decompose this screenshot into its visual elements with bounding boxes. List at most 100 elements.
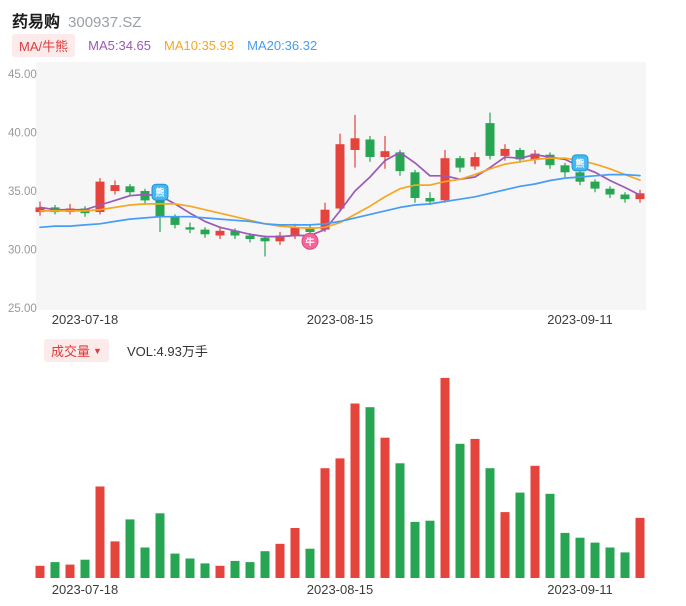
bull-badge-icon <box>301 232 319 250</box>
volume-bar <box>395 463 405 578</box>
candle <box>335 133 345 211</box>
candle-body <box>365 139 375 157</box>
candle <box>530 150 540 165</box>
candle <box>590 179 600 193</box>
candle-body <box>335 144 345 209</box>
candle-body <box>230 230 240 236</box>
volume-bar <box>80 559 90 578</box>
y-axis-label: 40.00 <box>8 128 37 140</box>
volume-bar <box>545 493 555 578</box>
volume-indicator-selector[interactable]: 成交量 ▼ <box>44 339 109 362</box>
candle <box>635 189 645 203</box>
x-axis-label: 2023-09-11 <box>547 312 613 327</box>
volume-bar <box>410 521 420 578</box>
candle-body <box>530 153 540 160</box>
volume-x-axis: 2023-07-18 2023-08-15 2023-09-11 <box>0 582 686 600</box>
candle-body <box>605 188 615 195</box>
volume-bar <box>290 528 300 578</box>
volume-bar <box>155 513 165 578</box>
volume-bar <box>605 547 615 578</box>
volume-bar <box>260 551 270 578</box>
candle <box>290 223 300 239</box>
kline-x-axis: 2023-07-18 2023-08-15 2023-09-11 <box>0 312 686 330</box>
ma10-line <box>39 157 641 230</box>
volume-bar <box>215 565 225 578</box>
candle-body <box>380 151 390 157</box>
candle <box>395 150 405 176</box>
volume-bar <box>320 468 330 578</box>
candle <box>560 162 570 177</box>
bull-glyph: 牛 <box>305 236 314 247</box>
candle-body <box>200 229 210 235</box>
candle-body <box>515 150 525 160</box>
candle-body <box>455 158 465 168</box>
ma20-line <box>39 173 641 229</box>
candle-body <box>155 200 165 217</box>
volume-bar <box>275 543 285 578</box>
candle <box>95 178 105 215</box>
y-axis-label: 25.00 <box>8 303 37 314</box>
volume-header: 成交量 ▼ VOL:4.93万手 <box>44 339 208 362</box>
bear-glyph: 熊 <box>155 187 164 198</box>
volume-bar <box>95 486 105 578</box>
candle <box>125 184 135 196</box>
candle-body <box>560 165 570 173</box>
volume-value: VOL:4.93万手 <box>126 344 208 359</box>
volume-bar <box>50 562 60 578</box>
indicator-bar: MA/牛熊 MA5:34.65 MA10:35.93 MA20:36.32 <box>12 34 317 57</box>
candle-body <box>110 185 120 191</box>
bear-badge-icon <box>151 183 169 201</box>
bear-glyph: 熊 <box>575 157 584 168</box>
y-axis-label: 30.00 <box>8 245 37 257</box>
volume-chart-canvas[interactable] <box>0 362 686 584</box>
candle-body <box>440 158 450 201</box>
candle-body <box>545 154 555 166</box>
volume-indicator-label: 成交量 <box>51 344 91 359</box>
candle <box>605 186 615 198</box>
candle <box>515 147 525 163</box>
candle <box>200 227 210 238</box>
volume-bar <box>230 560 240 578</box>
kline-chart-canvas[interactable]: 45.00 40.00 35.00 30.00 25.00 熊牛 熊 <box>0 56 686 314</box>
ma5-line <box>39 151 641 238</box>
volume-bar <box>470 438 480 578</box>
candle <box>275 231 285 245</box>
candle-body <box>470 157 480 167</box>
volume-bar <box>440 377 450 578</box>
ma5-value: MA5:34.65 <box>88 38 151 53</box>
candle-body <box>95 181 105 212</box>
y-axis-label: 45.00 <box>8 69 37 81</box>
volume-bar <box>110 541 120 578</box>
candle-body <box>395 152 405 172</box>
volume-bar <box>125 519 135 578</box>
volume-bar <box>530 465 540 578</box>
candle-body <box>635 193 645 200</box>
candle-body <box>245 235 255 239</box>
bear-marker: 熊 <box>151 183 169 201</box>
candle-body <box>125 186 135 193</box>
candle-body <box>185 227 195 230</box>
volume-bar <box>305 548 315 578</box>
volume-bar <box>635 517 645 578</box>
candle <box>365 136 375 162</box>
candle <box>350 114 360 168</box>
candle-body <box>290 227 300 236</box>
candle-body <box>35 207 45 213</box>
volume-bar <box>455 443 465 578</box>
candle <box>260 235 270 257</box>
y-axis-label: 35.00 <box>8 186 37 198</box>
candle-body <box>485 123 495 156</box>
volume-bar <box>140 547 150 578</box>
volume-bar <box>620 552 630 578</box>
candle <box>545 152 555 169</box>
candle-body <box>500 148 510 156</box>
x-axis-label: 2023-09-11 <box>547 582 613 597</box>
stock-title: 药易购 <box>12 14 61 31</box>
volume-bar <box>515 492 525 578</box>
candle-body <box>275 235 285 242</box>
candle-body <box>215 230 225 236</box>
ma-indicator-selector[interactable]: MA/牛熊 <box>12 34 76 57</box>
candle-body <box>170 216 180 225</box>
candle <box>185 222 195 234</box>
